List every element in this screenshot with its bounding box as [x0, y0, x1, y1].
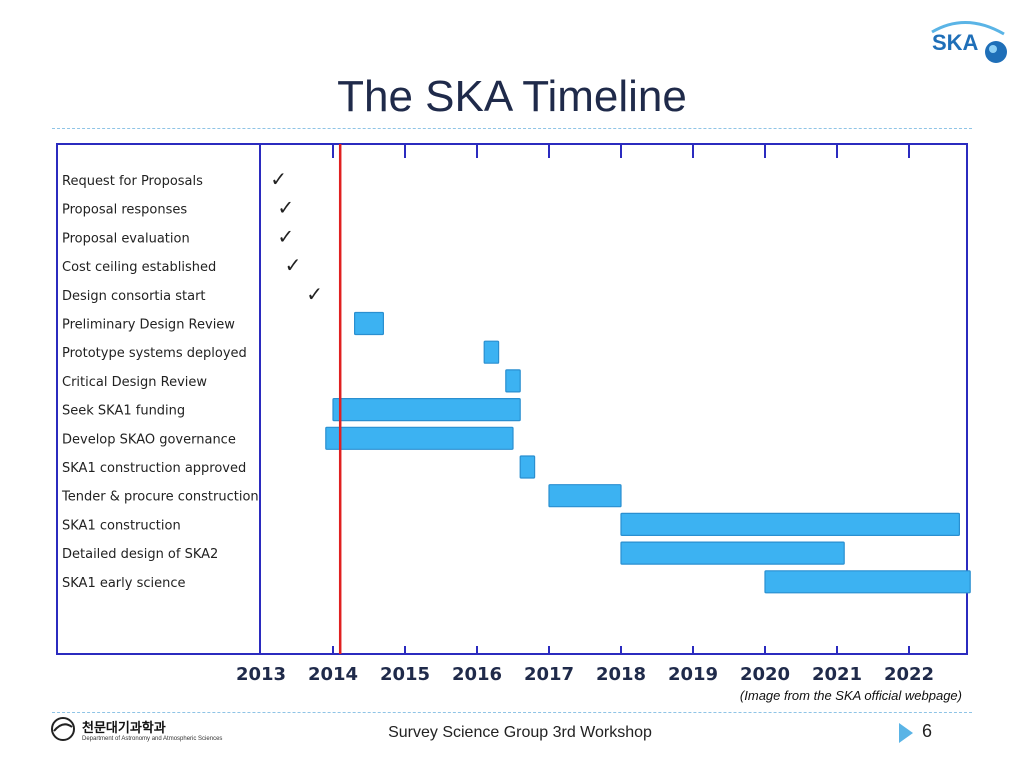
- task-bar: [764, 570, 971, 594]
- task-bar: [505, 369, 521, 393]
- task-label: Develop SKAO governance: [62, 432, 236, 447]
- page-arrow-icon: [899, 723, 913, 743]
- check-icon: ✓: [285, 253, 302, 277]
- image-caption: (Image from the SKA official webpage): [739, 688, 962, 703]
- check-icon: ✓: [306, 282, 323, 306]
- task-label: Tender & procure construction: [61, 490, 259, 505]
- task-label: Detailed design of SKA2: [62, 547, 218, 562]
- ska-logo-text: SKA: [932, 30, 979, 55]
- task-bar: [620, 541, 845, 565]
- task-label: SKA1 construction approved: [62, 461, 246, 476]
- task-label: SKA1 early science: [62, 576, 186, 591]
- bottom-divider: [52, 712, 972, 713]
- task-label: Proposal evaluation: [62, 231, 190, 246]
- department-name: 천문대기과학과: [82, 721, 166, 736]
- task-bar: [332, 398, 521, 422]
- footer-text: Survey Science Group 3rd Workshop: [388, 724, 652, 741]
- task-bar: [354, 311, 385, 336]
- top-divider: [52, 128, 972, 129]
- year-tick-label: 2017: [524, 664, 574, 685]
- year-tick-label: 2014: [308, 664, 358, 685]
- task-bar: [483, 340, 500, 364]
- task-label: SKA1 construction: [62, 518, 181, 533]
- ska-logo: SKA: [926, 14, 1010, 70]
- check-icon: ✓: [277, 224, 294, 248]
- check-icon: ✓: [277, 196, 294, 220]
- task-label: Request for Proposals: [62, 174, 203, 189]
- year-tick-label: 2020: [740, 664, 790, 685]
- task-bar: [519, 455, 536, 479]
- department-subtitle: Department of Astronomy and Atmospheric …: [82, 736, 223, 742]
- task-bar: [325, 426, 514, 450]
- year-tick-label: 2019: [668, 664, 718, 685]
- year-tick-label: 2022: [884, 664, 934, 685]
- slide-title: The SKA Timeline: [337, 72, 687, 121]
- task-label: Critical Design Review: [62, 375, 207, 390]
- year-tick-label: 2015: [380, 664, 430, 685]
- chart-frame: [56, 143, 968, 655]
- page-number: 6: [922, 721, 933, 741]
- task-bar: [548, 484, 622, 508]
- task-label: Prototype systems deployed: [62, 346, 247, 361]
- year-tick-label: 2021: [812, 664, 862, 685]
- task-label: Design consortia start: [62, 289, 206, 304]
- task-label: Preliminary Design Review: [62, 318, 235, 333]
- year-tick-label: 2018: [596, 664, 646, 685]
- year-tick-label: 2016: [452, 664, 502, 685]
- task-bar: [620, 512, 960, 537]
- task-label: Proposal responses: [62, 203, 187, 218]
- year-tick-label: 2013: [236, 664, 286, 685]
- task-label: Seek SKA1 funding: [62, 404, 185, 419]
- task-label: Cost ceiling established: [62, 260, 216, 275]
- department-logo: [50, 716, 76, 742]
- check-icon: ✓: [270, 167, 287, 191]
